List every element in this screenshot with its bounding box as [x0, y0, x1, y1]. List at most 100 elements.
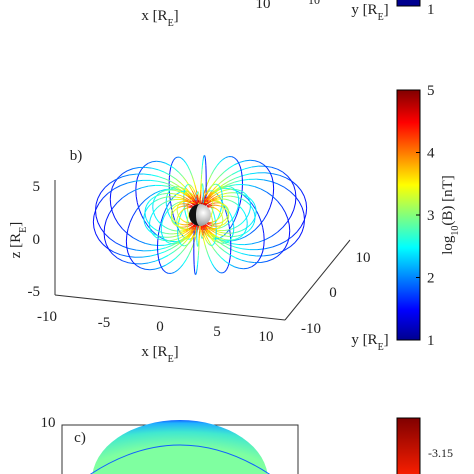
field-line [128, 189, 135, 195]
field-line [204, 228, 207, 230]
field-line [253, 220, 256, 224]
text: 3 [427, 208, 435, 224]
field-line [218, 210, 220, 213]
field-line [242, 191, 246, 194]
field-line [226, 240, 229, 243]
field-line [246, 214, 249, 218]
field-line [102, 243, 109, 249]
field-line [244, 166, 252, 170]
field-line [222, 204, 226, 207]
field-line [207, 225, 209, 228]
field-line [166, 193, 169, 197]
field-line [172, 235, 177, 238]
field-line [162, 232, 167, 234]
field-line [216, 232, 221, 236]
field-line [222, 238, 227, 241]
field-line [179, 197, 183, 199]
field-line [182, 208, 185, 211]
field-line [191, 223, 194, 226]
field-line [178, 219, 180, 223]
field-line [159, 193, 163, 196]
axis-label: x [RE] [141, 344, 178, 365]
field-line [206, 179, 210, 186]
field-line [175, 253, 181, 259]
field-line [243, 199, 247, 203]
label-sub: E [168, 18, 174, 29]
field-line [203, 224, 207, 228]
field-line [181, 219, 184, 222]
field-line [109, 199, 112, 206]
field-line [228, 181, 235, 185]
field-line [251, 165, 259, 168]
field-line [246, 230, 250, 233]
field-line [222, 241, 229, 246]
field-line [132, 167, 140, 170]
field-line [176, 225, 178, 227]
field-line [194, 230, 197, 234]
field-line [226, 207, 229, 209]
field-line [289, 241, 296, 248]
field-line [173, 193, 177, 195]
field-line [204, 234, 209, 240]
field-line [204, 244, 208, 251]
field-line [172, 239, 176, 241]
text: b) [70, 148, 83, 164]
field-line [233, 226, 238, 229]
field-line [174, 205, 176, 208]
field-line [220, 188, 222, 191]
label-sub: E [168, 354, 174, 365]
field-line [298, 201, 303, 208]
field-line [160, 188, 166, 192]
field-line [182, 198, 186, 201]
field-line [142, 255, 151, 258]
field-line [180, 244, 183, 246]
field-line [231, 200, 236, 204]
field-line [186, 232, 192, 238]
field-line [232, 215, 235, 219]
field-line [205, 202, 208, 205]
field-line [202, 234, 205, 241]
field-line [178, 213, 180, 216]
field-line [213, 242, 215, 245]
field-line [102, 193, 109, 199]
field-line [184, 186, 187, 189]
field-line [227, 228, 232, 231]
field-line [226, 211, 229, 213]
field-line [184, 221, 186, 223]
field-line [151, 244, 159, 246]
field-line [234, 250, 242, 254]
field-line [218, 185, 221, 188]
y-axis [284, 239, 351, 321]
field-line [192, 197, 196, 201]
field-line [271, 194, 274, 202]
field-line [224, 218, 227, 221]
field-line [169, 242, 172, 245]
field-line [217, 209, 220, 212]
field-line [219, 171, 225, 177]
field-line [282, 171, 288, 177]
field-line [160, 214, 164, 222]
field-line [149, 268, 156, 271]
field-line [281, 247, 286, 253]
field-line [211, 228, 215, 231]
field-line [177, 206, 180, 209]
field-line [145, 218, 148, 222]
field-line [153, 212, 156, 216]
field-line [230, 235, 233, 239]
field-line [181, 209, 184, 212]
field-line [239, 206, 243, 210]
field-line [237, 230, 242, 233]
field-line [226, 216, 228, 219]
field-line [134, 187, 142, 191]
field-line [132, 209, 137, 217]
field-line [104, 238, 107, 245]
field-line [266, 167, 271, 173]
field-line [176, 207, 179, 210]
field-line [213, 241, 216, 244]
field-line [225, 209, 227, 211]
field-line [204, 194, 207, 198]
field-line [152, 209, 156, 213]
field-line [204, 237, 207, 240]
field-line [159, 203, 164, 206]
